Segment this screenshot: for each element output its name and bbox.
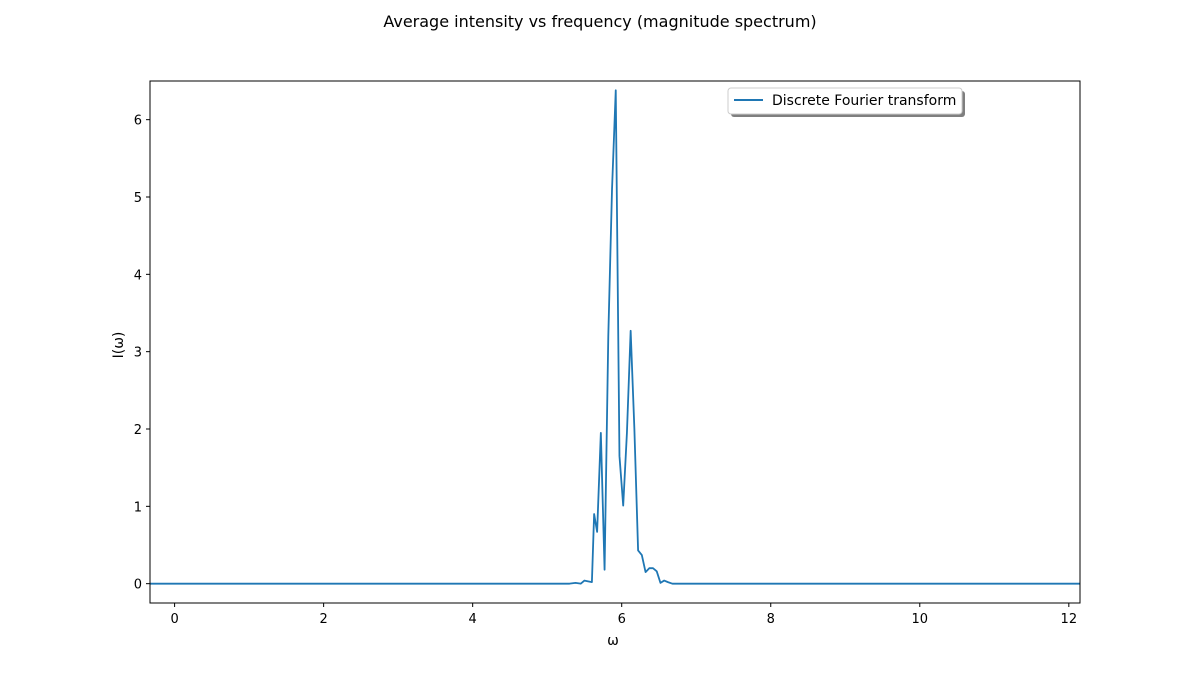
legend-box bbox=[727, 87, 963, 115]
x-axis-label: ω bbox=[607, 633, 619, 649]
y-tick-label: 0 bbox=[134, 578, 142, 593]
x-tick-label: 2 bbox=[319, 612, 327, 627]
x-tick-label: 12 bbox=[1061, 612, 1078, 627]
y-tick-label: 6 bbox=[134, 114, 142, 129]
plot-frame bbox=[149, 80, 1081, 604]
y-tick-label: 1 bbox=[134, 500, 142, 515]
x-tick-label: 6 bbox=[618, 612, 626, 627]
y-tick-label: 2 bbox=[134, 423, 142, 438]
series-line bbox=[150, 89, 1080, 585]
legend-label: Discrete Fourier transform bbox=[772, 93, 956, 109]
x-tick-label: 8 bbox=[767, 612, 775, 627]
y-tick-label: 4 bbox=[134, 268, 142, 283]
chart-title: Average intensity vs frequency (magnitud… bbox=[383, 12, 816, 31]
y-axis-label: I(ω) bbox=[111, 332, 127, 359]
plot-area bbox=[150, 81, 1080, 603]
y-tick-label: 5 bbox=[134, 191, 142, 206]
legend: Discrete Fourier transform bbox=[727, 87, 965, 117]
plot-series bbox=[150, 89, 1080, 585]
x-tick-label: 0 bbox=[170, 612, 178, 627]
y-tick-label: 3 bbox=[134, 346, 142, 361]
x-tick-label: 4 bbox=[469, 612, 477, 627]
x-tick-label: 10 bbox=[912, 612, 929, 627]
